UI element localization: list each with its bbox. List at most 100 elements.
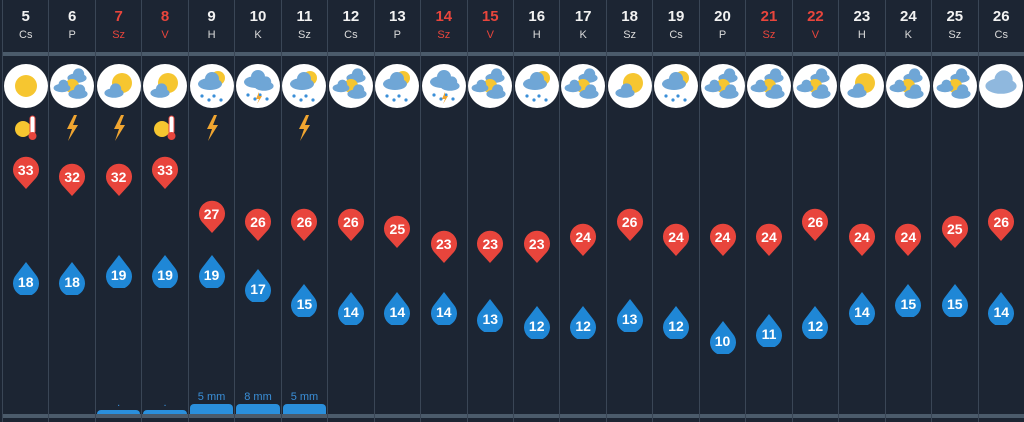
day-header: 24 K [886,0,931,52]
day-header: 20 P [700,0,745,52]
bottom-divider [513,414,560,418]
day-column[interactable]: 5 Cs 33 18 [2,0,49,422]
high-temp: 25 [389,221,406,238]
lightning-icon [292,114,316,142]
day-column[interactable]: 15 V 23 13 [466,0,513,422]
day-column[interactable]: 19 Cs 24 12 [652,0,699,422]
divider [3,52,49,56]
weekday: P [68,29,76,41]
high-temp-marker: 23 [523,230,551,264]
divider [792,52,839,56]
high-temp-marker: 32 [105,163,133,197]
bottom-divider [606,414,653,418]
sun-small-cloud-icon [607,64,652,108]
day-number: 25 [946,8,964,25]
day-column[interactable]: 20 P 24 10 [698,0,746,422]
low-temp-marker: 18 [12,261,40,297]
low-temp-marker: 19 [198,254,226,289]
high-temp-marker: 24 [709,223,737,257]
divider [467,52,513,56]
bottom-divider [235,414,281,418]
day-column[interactable]: 16 H 23 12 [512,0,560,422]
heat-icon [153,114,177,142]
day-column[interactable]: 11 Sz 26 15 5 mm [280,0,328,422]
divider [235,52,281,56]
bottom-divider [560,414,606,418]
day-column[interactable]: 22 V 26 12 [791,0,839,422]
day-number: 26 [992,8,1010,25]
day-number: 22 [807,8,824,25]
high-temp: 26 [296,213,313,230]
day-column[interactable]: 13 P 25 14 [373,0,421,422]
high-temp-marker: 33 [151,156,179,190]
rain-sun-icon [375,64,420,108]
high-temp: 23 [482,236,499,252]
bottom-divider [142,414,188,418]
low-temp: 19 [110,266,127,283]
high-temp-marker: 26 [337,208,365,242]
day-column[interactable]: 26 Cs 26 14 [977,0,1024,422]
day-column[interactable]: 7 Sz 32 19. [94,0,142,422]
sunny-icon [3,64,48,108]
day-header: 19 Cs [653,0,698,52]
low-temp-marker: 19 [105,254,133,289]
bottom-divider [95,414,142,418]
day-column[interactable]: 23 H 24 14 [838,0,885,422]
divider [281,52,328,56]
bottom-divider [932,414,978,418]
low-temp: 10 [714,333,731,350]
day-column[interactable]: 17 K 24 12 [559,0,606,422]
day-header: 16 H [514,0,559,52]
low-temp: 19 [203,266,220,283]
high-temp: 26 [807,213,824,230]
sun-small-cloud-icon [839,64,884,108]
low-temp: 14 [343,303,359,320]
divider [95,52,142,56]
weekday: H [207,29,216,41]
low-temp-marker: 14 [848,291,876,326]
day-number: 20 [714,8,731,25]
low-temp-marker: 14 [337,291,365,326]
high-temp-marker: 24 [662,223,690,257]
divider [188,52,235,56]
partly-cloudy-icon [328,64,373,108]
day-header: 25 Sz [932,0,977,52]
divider [978,52,1024,56]
precip-bar [189,404,234,414]
day-header: 18 Sz [607,0,652,52]
low-temp-marker: 10 [709,320,737,356]
low-temp: 18 [17,274,34,290]
bottom-divider [49,414,95,418]
day-number: 9 [207,8,216,25]
precip-bar [96,410,141,414]
low-temp: 13 [482,311,499,327]
day-number: 14 [435,8,453,25]
day-column[interactable]: 24 K 24 15 [884,0,932,422]
divider [142,52,188,56]
day-column[interactable]: 12 Cs 26 14 [327,0,374,422]
day-column[interactable]: 10 K 26 17 8 mm [234,0,281,422]
bottom-divider [374,414,421,418]
day-number: 23 [853,8,871,25]
day-column[interactable]: 14 Sz 23 14 [420,0,467,422]
partly-cloudy-icon [932,64,977,108]
high-temp: 24 [668,228,684,245]
day-column[interactable]: 18 Sz 26 13 [605,0,653,422]
day-column[interactable]: 21 Sz 24 11 [745,0,792,422]
high-temp-marker: 26 [290,208,318,242]
day-column[interactable]: 25 Sz 25 15 [931,0,978,422]
day-number: 11 [296,8,313,25]
rain-sun-icon [654,64,699,108]
high-temp-marker: 32 [58,163,86,197]
low-temp-marker: 13 [476,298,504,334]
day-header: 13 P [375,0,420,52]
weekday: Cs [19,29,33,41]
precip-label: . [117,397,121,409]
low-temp: 14 [436,303,452,320]
sun-small-cloud-icon [143,64,188,108]
high-temp: 26 [993,213,1010,230]
day-number: 18 [621,8,638,25]
